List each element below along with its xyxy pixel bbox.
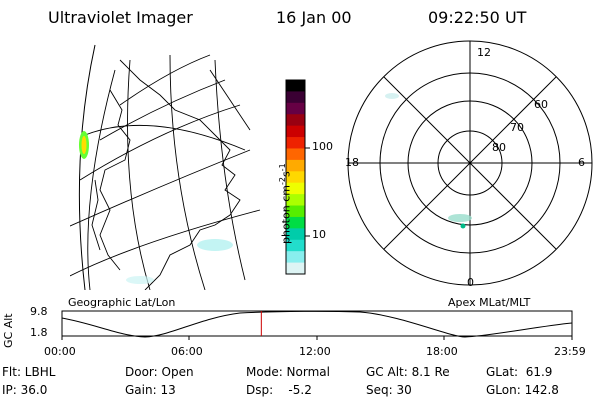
colorbar-band — [286, 182, 305, 195]
date-label: 16 Jan 00 — [276, 8, 352, 27]
altitude-xtick-1: 06:00 — [171, 345, 203, 358]
altitude-xtick-4: 23:59 — [554, 345, 586, 358]
altitude-plot — [61, 310, 573, 340]
altitude-ylabel: GC Alt — [2, 313, 15, 348]
lat-label-70: 70 — [510, 121, 524, 134]
geographic-map — [70, 44, 261, 291]
time-label: 09:22:50 UT — [428, 8, 527, 27]
mlt-label-12: 12 — [477, 46, 491, 59]
glon-info: GLon: 142.8 — [486, 383, 559, 397]
glat-info: GLat: 61.9 — [486, 365, 553, 379]
gain-info: Gain: 13 — [125, 383, 176, 397]
colorbar-band — [286, 125, 305, 138]
colorbar-band — [286, 251, 305, 264]
ip-info: IP: 36.0 — [2, 383, 48, 397]
colorbar-band — [286, 205, 305, 218]
colorbar — [285, 79, 310, 275]
altitude-xtick-3: 18:00 — [426, 345, 458, 358]
colorbar-band — [286, 216, 305, 229]
gc-alt-info: GC Alt: 8.1 Re — [366, 365, 450, 379]
colorbar-band — [286, 148, 305, 161]
mlt-label-18: 18 — [345, 156, 359, 169]
mode-info: Mode: Normal — [246, 365, 330, 379]
altitude-xtick-0: 00:00 — [44, 345, 76, 358]
lat-label-60: 60 — [534, 98, 548, 111]
altitude-ytick-low: 1.8 — [30, 326, 48, 339]
altitude-ytick-high: 9.8 — [30, 305, 48, 318]
colorbar-band — [286, 91, 305, 104]
right-panel-caption: Apex MLat/MLT — [448, 296, 531, 309]
colorbar-band — [286, 262, 305, 275]
mlt-label-0: 0 — [467, 276, 474, 289]
colorbar-band — [286, 102, 305, 115]
colorbar-band — [286, 228, 305, 241]
left-panel-caption: Geographic Lat/Lon — [68, 296, 176, 309]
colorbar-tick-100: 100 — [312, 140, 333, 153]
colorbar-band — [286, 114, 305, 127]
colorbar-band — [286, 159, 305, 172]
colorbar-band — [286, 171, 305, 184]
colorbar-band — [286, 137, 305, 149]
filter-info: Flt: LBHL — [2, 365, 56, 379]
colorbar-tick-10: 10 — [312, 228, 326, 241]
dsp-info: Dsp: -5.2 — [246, 383, 312, 397]
instrument-title: Ultraviolet Imager — [48, 8, 193, 27]
colorbar-band — [286, 80, 305, 92]
lat-label-80: 80 — [492, 141, 506, 154]
colorbar-unit-label: photon cm-2s-1 — [278, 163, 293, 244]
polar-plot — [347, 40, 593, 286]
door-info: Door: Open — [125, 365, 194, 379]
seq-info: Seq: 30 — [366, 383, 412, 397]
colorbar-band — [286, 194, 305, 207]
mlt-label-6: 6 — [578, 156, 585, 169]
aurora-blob-polar — [448, 214, 472, 222]
colorbar-band — [286, 239, 305, 252]
altitude-xtick-2: 12:00 — [299, 345, 331, 358]
